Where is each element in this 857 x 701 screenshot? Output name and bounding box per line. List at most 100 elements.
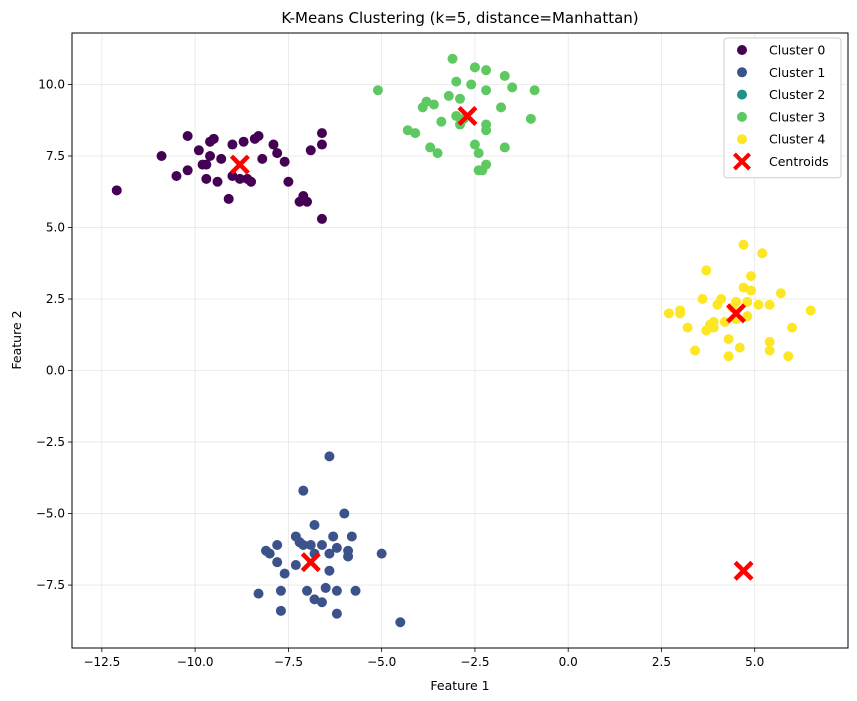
cluster-3-point: [372, 85, 383, 96]
cluster-3-point: [525, 113, 536, 124]
cluster-3-point: [529, 85, 540, 96]
cluster-1-point: [343, 551, 354, 562]
cluster-4-point: [738, 239, 749, 250]
cluster-0-point: [268, 139, 279, 150]
y-tick-label: 5.0: [46, 221, 65, 235]
x-tick-label: 5.0: [745, 655, 764, 669]
cluster-1-point: [331, 585, 342, 596]
legend-item: Cluster 3: [737, 109, 825, 124]
cluster-0-point: [302, 196, 313, 207]
cluster-3-point: [428, 99, 439, 110]
legend-label: Cluster 0: [769, 43, 825, 58]
legend-marker: [737, 134, 747, 145]
cluster-1-point: [298, 540, 309, 551]
axes: −12.5 −10.0 −7.5 −5.0 −2.5 0.0 2.5 5.0 −7.5 −5.0 −…: [36, 77, 764, 669]
cluster-4-point: [734, 342, 745, 353]
data-points: [111, 53, 816, 628]
x-tick-label: −10.0: [177, 655, 214, 669]
legend-box: [723, 37, 842, 179]
cluster-0-point: [111, 185, 122, 196]
cluster-4-point: [805, 305, 816, 316]
cluster-1-point: [275, 605, 286, 616]
y-tick-label: 2.5: [46, 292, 65, 306]
legend-marker: [737, 89, 747, 100]
cluster-0-point: [272, 148, 283, 159]
x-tick-label: 2.5: [652, 655, 671, 669]
cluster-0-point: [182, 130, 193, 141]
centroid-marker: [457, 105, 478, 126]
cluster-0-point: [253, 130, 264, 141]
cluster-1-point: [272, 557, 283, 568]
cluster-0-point: [257, 153, 268, 164]
cluster-4-point: [708, 316, 719, 327]
cluster-3-point: [432, 148, 443, 159]
cluster-0-point: [238, 136, 249, 147]
y-tick-label: 0.0: [46, 364, 65, 378]
y-axis-label: Feature 2: [9, 310, 24, 369]
cluster-4-point: [697, 294, 708, 305]
cluster-3-point: [425, 142, 436, 153]
legend-marker: [737, 45, 747, 55]
series-cluster-0: [111, 128, 327, 224]
cluster-4-point: [742, 311, 753, 322]
cluster-3-point: [481, 65, 492, 76]
cluster-1-point: [316, 597, 327, 608]
centroid-markers: [229, 105, 754, 581]
cluster-4-point: [787, 322, 798, 333]
legend-item: Cluster 1: [737, 65, 825, 80]
cluster-0-point: [212, 176, 223, 187]
legend-item: Cluster 4: [737, 132, 825, 147]
cluster-0-point: [205, 151, 216, 161]
cluster-0-point: [208, 133, 219, 144]
y-tick-label: −5.0: [36, 507, 65, 521]
centroid-marker: [229, 154, 250, 175]
cluster-4-point: [723, 351, 734, 362]
cluster-1-point: [395, 617, 406, 628]
legend-marker: [737, 67, 747, 78]
y-tick-label: −2.5: [36, 435, 65, 449]
cluster-0-point: [193, 145, 204, 156]
cluster-0-point: [246, 176, 257, 187]
cluster-1-point: [275, 585, 286, 596]
cluster-3-point: [496, 102, 507, 113]
cluster-0-point: [316, 213, 327, 224]
cluster-1-point: [350, 585, 361, 596]
cluster-1-point: [324, 565, 335, 576]
cluster-1-point: [324, 451, 335, 462]
cluster-3-point: [507, 82, 518, 93]
x-tick-label: 0.0: [559, 655, 578, 669]
cluster-0-point: [279, 156, 290, 167]
cluster-1-point: [331, 608, 342, 619]
cluster-4-point: [764, 336, 775, 347]
cluster-1-point: [328, 531, 339, 542]
cluster-1-point: [302, 585, 313, 596]
cluster-3-point: [499, 70, 510, 81]
cluster-4-point: [764, 299, 775, 310]
cluster-3-point: [466, 79, 477, 90]
cluster-0-point: [201, 159, 212, 170]
cluster-4-point: [742, 296, 753, 307]
cluster-1-point: [279, 568, 290, 579]
cluster-3-point: [436, 116, 447, 127]
series-cluster-1: [253, 451, 406, 628]
cluster-3-point: [451, 76, 462, 87]
cluster-1-point: [324, 548, 335, 559]
y-tick-label: −7.5: [36, 578, 65, 592]
cluster-1-point: [272, 540, 283, 551]
cluster-3-point: [499, 142, 510, 153]
cluster-4-point: [663, 308, 674, 319]
cluster-0-point: [316, 128, 327, 139]
cluster-0-point: [283, 176, 294, 187]
x-tick-label: −2.5: [460, 655, 489, 669]
cluster-4-point: [690, 345, 701, 356]
cluster-0-point: [216, 153, 227, 164]
cluster-0-point: [201, 173, 212, 184]
chart-title: K-Means Clustering (k=5, distance=Manhat…: [281, 9, 638, 27]
cluster-3-point: [447, 53, 458, 64]
cluster-1-point: [298, 485, 309, 496]
cluster-1-point: [309, 520, 320, 530]
cluster-3-point: [455, 93, 465, 104]
legend-item: Cluster 0: [737, 43, 825, 58]
cluster-4-point: [682, 322, 693, 333]
cluster-0-point: [171, 171, 182, 182]
